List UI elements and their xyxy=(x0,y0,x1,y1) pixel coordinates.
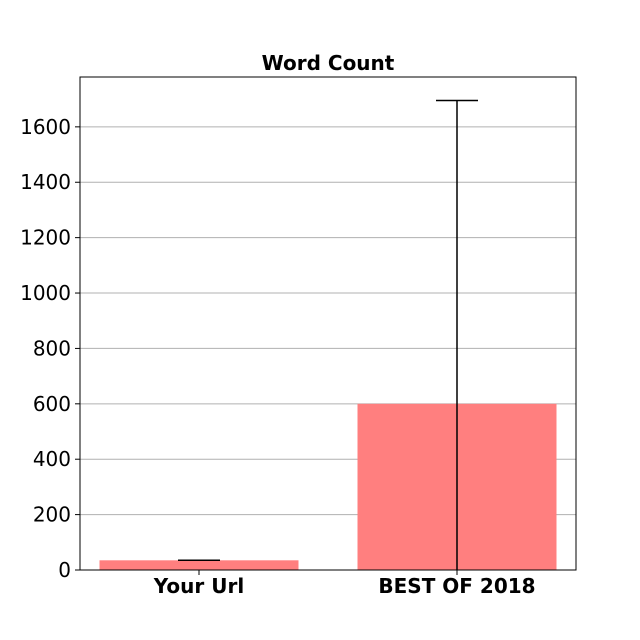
x-axis: Your Url BEST OF 2018 xyxy=(153,570,536,598)
plot-frame xyxy=(79,76,577,571)
y-tick-label: 1000 xyxy=(20,281,71,305)
bars xyxy=(99,403,557,570)
error-bars xyxy=(178,99,478,570)
y-tick-label: 1600 xyxy=(20,115,71,139)
y-tick-label: 400 xyxy=(33,447,71,471)
y-tick-label: 600 xyxy=(33,392,71,416)
x-tick-label: Your Url xyxy=(153,574,244,598)
y-tick-label: 800 xyxy=(33,336,71,360)
bar xyxy=(99,560,299,570)
y-axis: 0 200 400 600 800 1000 1200 1400 1600 xyxy=(20,115,80,582)
y-tick-label: 1400 xyxy=(20,170,71,194)
y-tick-label: 0 xyxy=(58,558,71,582)
x-tick-label: BEST OF 2018 xyxy=(378,574,535,598)
gridlines xyxy=(80,126,576,516)
y-tick-label: 200 xyxy=(33,503,71,527)
chart-title: Word Count xyxy=(262,51,395,75)
y-tick-label: 1200 xyxy=(20,226,71,250)
